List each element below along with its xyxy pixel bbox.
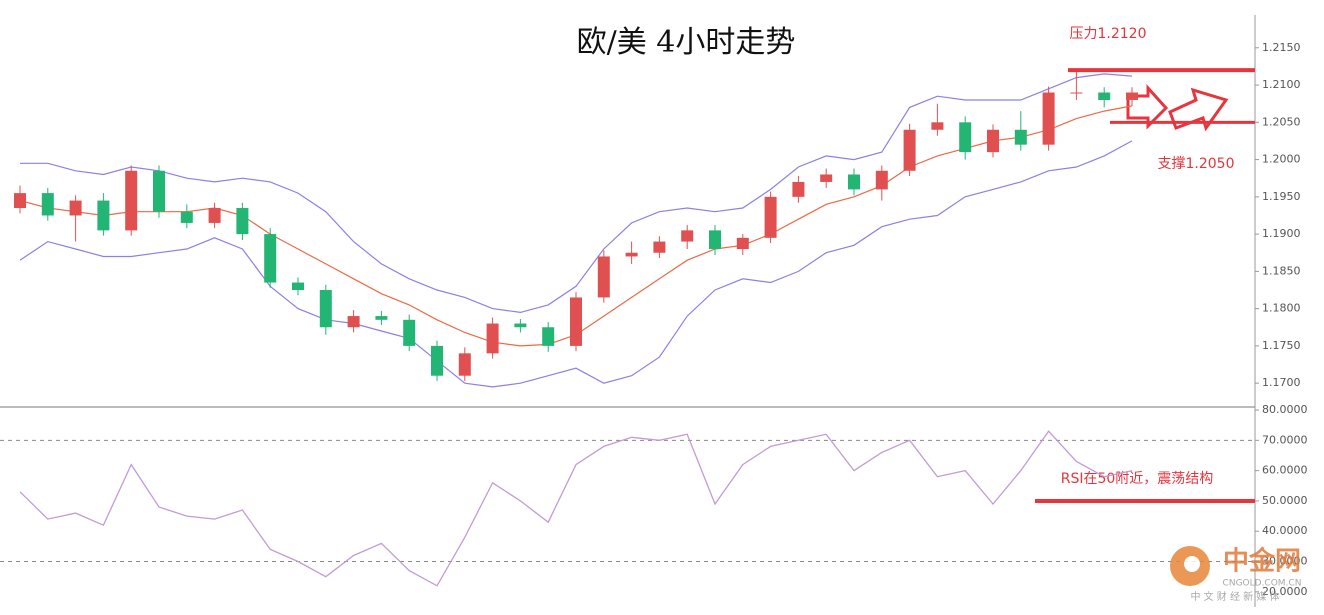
y-tick-label: 1.1900 (1262, 227, 1301, 240)
candle-body (14, 193, 26, 209)
candle-body (848, 174, 860, 190)
candle-body (97, 200, 110, 231)
candle-body (236, 208, 249, 235)
rsi-line (19, 430, 1133, 587)
candle-body (1042, 92, 1055, 145)
candle-body (125, 170, 138, 231)
candle-body (486, 323, 499, 354)
watermark-tagline: 中 文 财 经 新 媒 体 (1190, 590, 1279, 603)
candle-body (681, 230, 694, 242)
bollinger-lower (19, 140, 1133, 388)
y-tick-label: 1.2150 (1262, 41, 1301, 54)
candle-body (1014, 129, 1027, 145)
watermark-logo (1184, 556, 1200, 572)
candle-body (903, 129, 916, 171)
y-tick-label: 1.1750 (1262, 339, 1301, 352)
candle-body (987, 129, 999, 153)
rsi-annotation: RSI在50附近，震荡结构 (1061, 471, 1214, 487)
candle-body (820, 174, 833, 182)
candle-body (931, 122, 944, 130)
candle-body (1070, 92, 1083, 94)
chart-title: 欧/美 4小时走势 (577, 25, 796, 60)
candle-body (1098, 92, 1111, 100)
y-tick-label: 1.1800 (1262, 302, 1301, 315)
candle-body (458, 353, 471, 376)
rsi-tick-label: 50.0000 (1262, 494, 1308, 507)
candle-body (319, 289, 332, 328)
rsi-tick-label: 80.0000 (1262, 403, 1308, 416)
candle-body (41, 193, 54, 216)
resistance-label: 压力1.2120 (1070, 26, 1147, 42)
candle-body (792, 181, 805, 197)
candle-body (625, 252, 638, 257)
arrow (1168, 87, 1229, 132)
rsi-tick-label: 30.0000 (1262, 555, 1308, 568)
rsi-tick-label: 40.0000 (1262, 524, 1308, 537)
candle-body (764, 196, 777, 238)
bollinger-upper (20, 73, 1133, 314)
y-tick-label: 1.2050 (1262, 115, 1301, 128)
candle-body (542, 327, 555, 346)
candle-body (1126, 92, 1138, 100)
candle-body (875, 170, 888, 190)
candle-body (375, 316, 388, 320)
rsi-tick-label: 60.0000 (1262, 464, 1308, 477)
y-tick-label: 1.1850 (1262, 264, 1301, 277)
candle-body (431, 345, 443, 376)
y-tick-label: 1.2000 (1262, 153, 1301, 166)
candle-body (959, 122, 972, 153)
candle-body (736, 237, 749, 250)
support-label: 支撑1.2050 (1158, 156, 1235, 172)
candle-body (709, 230, 721, 250)
rsi-tick-label: 70.0000 (1262, 433, 1308, 446)
rsi-tick-label: 20.0000 (1262, 585, 1308, 598)
candle-body (180, 211, 193, 223)
candle-body (653, 241, 666, 253)
y-tick-label: 1.1700 (1262, 376, 1301, 389)
y-tick-label: 1.2100 (1262, 78, 1301, 91)
candle-body (69, 200, 82, 216)
y-tick-label: 1.1950 (1262, 190, 1301, 203)
candle-body (347, 316, 360, 328)
candle-body (208, 208, 221, 223)
candle-body (153, 170, 165, 212)
candle-body (597, 256, 610, 298)
watermark-brand: 中金网 (1223, 546, 1301, 577)
candle-body (570, 297, 582, 346)
candle-body (292, 282, 304, 290)
watermark-domain: CNGOLD.COM.CN (1223, 579, 1302, 589)
candle-body (403, 319, 416, 346)
watermark: 中金网 CNGOLD.COM.CN 中 文 财 经 新 媒 体 (1170, 546, 1302, 603)
candle-body (514, 323, 527, 328)
candle-body (264, 234, 277, 283)
